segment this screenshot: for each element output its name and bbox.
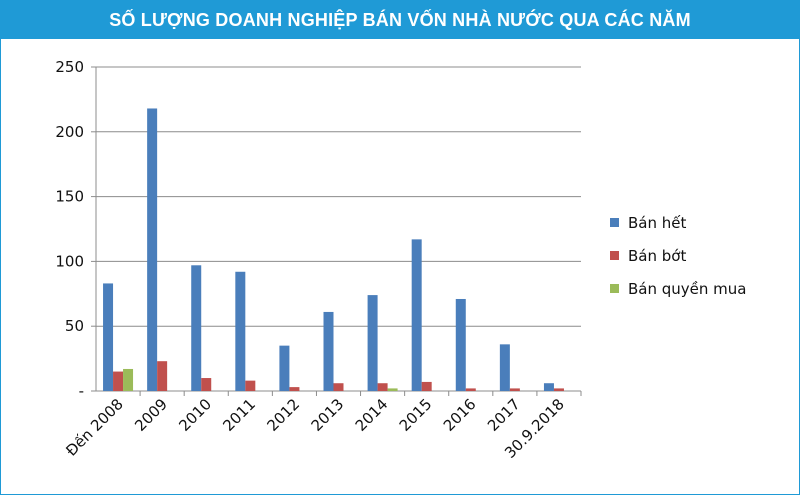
legend-label: Bán bớt — [628, 247, 686, 265]
bar — [113, 371, 124, 391]
bar — [191, 265, 202, 391]
bar — [123, 368, 134, 391]
bar — [279, 345, 290, 391]
bar — [387, 388, 398, 391]
legend-label: Bán quyền mua — [628, 280, 746, 298]
x-tick-label: 2009 — [131, 395, 171, 435]
y-tick-label: - — [79, 382, 84, 400]
bar — [499, 344, 510, 391]
title-bar: SỐ LƯỢNG DOANH NGHIỆP BÁN VỐN NHÀ NƯỚC Q… — [1, 1, 799, 39]
bar — [377, 383, 388, 391]
x-tick-label: 2012 — [264, 395, 304, 435]
bar — [411, 239, 422, 391]
x-tick-label: 2010 — [175, 395, 215, 435]
legend-swatch — [610, 284, 619, 293]
legend-swatch — [610, 218, 619, 227]
chart-title: SỐ LƯỢNG DOANH NGHIỆP BÁN VỐN NHÀ NƯỚC Q… — [109, 9, 691, 30]
legend-label: Bán hết — [628, 214, 686, 232]
bar — [235, 271, 246, 391]
bar — [543, 383, 554, 391]
bar — [289, 387, 300, 391]
bar — [421, 381, 432, 391]
bar — [147, 108, 158, 392]
bar — [201, 378, 212, 391]
bar — [323, 311, 334, 391]
bar — [455, 298, 466, 391]
y-tick-label: 50 — [65, 317, 84, 335]
bar — [245, 380, 256, 391]
bar — [367, 295, 378, 391]
bar — [157, 361, 168, 391]
y-tick-label: 100 — [55, 252, 84, 270]
x-tick-label: 2011 — [219, 395, 259, 435]
bar — [103, 283, 114, 391]
x-tick-label: Đến 2008 — [62, 395, 127, 460]
bar — [509, 388, 520, 391]
x-tick-label: 2016 — [440, 395, 480, 435]
y-tick-label: 250 — [55, 58, 84, 76]
bar — [465, 388, 476, 391]
bar — [333, 383, 344, 391]
bar — [553, 388, 564, 391]
legend-swatch — [610, 251, 619, 260]
x-tick-label: 2013 — [308, 395, 348, 435]
y-tick-label: 150 — [55, 188, 84, 206]
y-tick-label: 200 — [55, 123, 84, 141]
x-tick-label: 2017 — [484, 395, 524, 435]
x-tick-label: 2015 — [396, 395, 436, 435]
x-tick-label: 2014 — [352, 395, 392, 435]
